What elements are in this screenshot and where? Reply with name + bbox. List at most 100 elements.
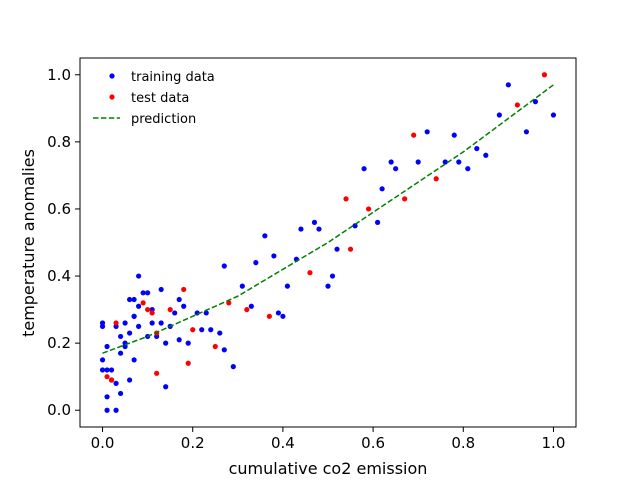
test-point (167, 306, 173, 313)
training-point (532, 99, 539, 105)
training-point (424, 129, 430, 135)
training-point (329, 273, 336, 279)
training-point (523, 129, 530, 135)
training-point (352, 223, 358, 229)
y-tick-label: 0.2 (47, 334, 71, 352)
training-point (163, 340, 169, 346)
training-point (248, 303, 254, 309)
test-point (108, 377, 115, 383)
training-point (104, 367, 110, 373)
training-point (474, 145, 480, 152)
training-point (122, 320, 128, 326)
test-point (149, 310, 155, 316)
training-point (221, 347, 227, 353)
training-point (280, 313, 286, 319)
training-point (298, 226, 304, 232)
training-point (131, 357, 137, 363)
training-point (221, 263, 227, 269)
training-point (284, 283, 291, 289)
training-point (203, 310, 209, 316)
training-point (199, 327, 205, 333)
test-point (307, 270, 313, 276)
training-point (99, 320, 106, 326)
y-axis-label: temperature anomalies (19, 149, 38, 337)
test-point (181, 286, 187, 293)
training-point (127, 377, 133, 383)
training-point (108, 367, 115, 373)
test-point (104, 374, 110, 380)
x-tick-label: 0.8 (451, 434, 475, 452)
training-point (140, 290, 146, 296)
x-tick-label: 0.4 (271, 434, 295, 452)
training-point (104, 407, 110, 413)
legend: training data test data prediction (93, 70, 215, 127)
legend-label-prediction: prediction (131, 112, 196, 127)
axis-ticks: 0.0 0.2 0.4 0.6 0.8 1.0 0.0 0.2 0.4 0.6 0.8 1.0 (47, 66, 565, 452)
x-tick-label: 1.0 (542, 434, 566, 452)
training-point (136, 303, 142, 309)
training-point (361, 166, 367, 172)
test-point (154, 370, 160, 376)
training-point (104, 394, 110, 400)
test-point (365, 206, 372, 212)
training-point (316, 226, 322, 232)
legend-label-test: test data (131, 91, 189, 106)
test-point (411, 132, 417, 138)
legend-label-training: training data (131, 70, 215, 85)
prediction-line (102, 84, 554, 354)
training-point (375, 219, 381, 225)
training-point (465, 166, 471, 172)
test-point (212, 343, 218, 350)
test-point (347, 246, 354, 252)
training-point (104, 343, 110, 350)
y-tick-label: 0.4 (47, 267, 71, 285)
training-point (496, 112, 502, 118)
training-point (239, 283, 245, 289)
training-point (442, 159, 448, 165)
test-point (343, 196, 349, 202)
test-point (190, 327, 196, 333)
x-tick-label: 0.2 (181, 434, 205, 452)
test-point (402, 196, 408, 202)
training-point (388, 159, 394, 165)
test-point (244, 306, 250, 313)
training-point (275, 310, 281, 316)
test-point (541, 72, 548, 78)
test-point (185, 360, 191, 366)
training-point (136, 273, 142, 279)
training-point (117, 350, 124, 356)
y-tick-label: 1.0 (47, 66, 71, 84)
training-point (113, 407, 119, 413)
x-axis-label: cumulative co2 emission (229, 459, 428, 478)
legend-marker-training (109, 73, 115, 79)
training-point (117, 390, 124, 397)
y-tick-label: 0.0 (47, 401, 71, 419)
training-point (172, 310, 178, 316)
training-point (158, 286, 164, 293)
training-point (131, 296, 137, 303)
test-point (145, 306, 151, 313)
training-point (149, 320, 155, 326)
test-point (113, 320, 119, 326)
training-point (181, 303, 187, 309)
training-point (325, 283, 331, 289)
training-point (483, 152, 489, 158)
training-point (127, 296, 133, 303)
training-point (311, 219, 318, 225)
training-point (415, 159, 421, 165)
legend-marker-test (109, 94, 115, 100)
training-point (505, 82, 511, 88)
training-point (158, 320, 164, 326)
training-point (176, 296, 182, 303)
x-tick-label: 0.0 (91, 434, 115, 452)
training-point (131, 313, 137, 319)
training-point (334, 246, 340, 252)
training-point (271, 253, 277, 259)
training-point (456, 159, 462, 165)
training-point (136, 323, 142, 329)
training-point (99, 357, 106, 363)
test-point (266, 313, 272, 319)
training-point (145, 290, 151, 296)
training-point (127, 330, 133, 336)
training-point (113, 380, 119, 386)
